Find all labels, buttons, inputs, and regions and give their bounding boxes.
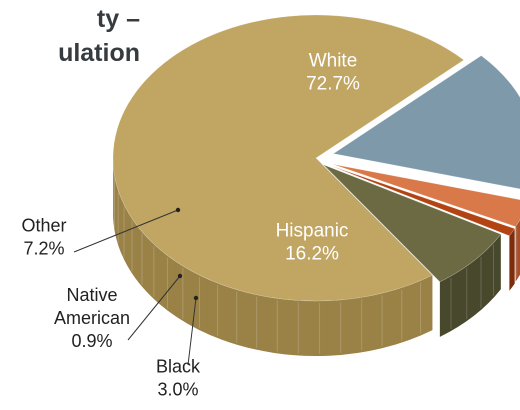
label-value-white: 72.7% — [306, 74, 360, 95]
chart-title-line-1: ty – — [96, 5, 140, 33]
chart-title-line-2: ulation — [58, 39, 140, 67]
pie-side-3 — [515, 219, 520, 282]
leader-line-black — [187, 297, 197, 366]
label-name-native-american-2: American — [54, 308, 130, 328]
label-value-other: 7.2% — [23, 239, 64, 259]
leader-line-other — [73, 209, 179, 253]
pie-slice-native-american — [331, 166, 516, 237]
leader-dot-black — [193, 295, 199, 301]
label-name-white: White — [309, 51, 358, 72]
pie-side-5 — [439, 234, 501, 337]
pie-top — [112, 14, 520, 302]
label-name-native-american-1: Native — [66, 285, 117, 305]
label-name-hispanic: Hispanic — [276, 221, 349, 242]
pie-slice-black — [332, 163, 520, 227]
label-value-black: 3.0% — [157, 380, 198, 400]
leader-dot-other — [175, 207, 181, 213]
pie-side-1 — [113, 158, 433, 357]
leader-line-native-american — [127, 275, 181, 341]
pie-slice-other — [323, 164, 502, 283]
label-name-other: Other — [21, 216, 66, 236]
leader-dot-native-american — [177, 273, 183, 279]
label-name-black: Black — [156, 357, 201, 377]
label-value-hispanic: 16.2% — [285, 244, 339, 265]
pie-slice-white — [112, 14, 465, 302]
label-value-native-american: 0.9% — [71, 331, 112, 351]
chart-title: ty – ulation — [0, 2, 150, 80]
pie-side-4 — [509, 228, 515, 291]
pie-slice-hispanic — [332, 55, 520, 190]
